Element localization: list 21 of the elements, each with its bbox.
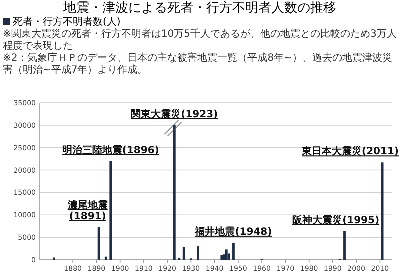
bar [197, 246, 200, 260]
bar [220, 255, 224, 260]
text: ※関東大震災の死者・行方不明者は10万5千人であるが、他の地震との比較のため3万人程度で表現した [2, 29, 398, 52]
legend-label: 死者・行方不明者数(人) [12, 17, 121, 28]
annotation: 関東大震災(1923) [131, 108, 218, 120]
bar [225, 250, 228, 260]
bar [344, 231, 346, 260]
bar [232, 242, 235, 260]
text: ※2：気象庁ＨＰのデータ、日本の主な被害地震一覧（平成8年~）、過去の地震津波災害（明治~平成7年）より作成。 [2, 53, 394, 77]
annotation: 東日本大震災(2011) [301, 146, 399, 158]
annotation: 福井地震(1948) [194, 226, 272, 238]
annotation: 明治三陸地震(1896) [62, 144, 160, 156]
annotation: 濃尾地震(1891) [66, 199, 108, 222]
bar [104, 256, 108, 260]
bar [381, 162, 384, 260]
bar [98, 227, 100, 260]
bar [110, 161, 112, 260]
bar [182, 246, 186, 260]
annotation: 阪神大震災(1995) [292, 214, 380, 226]
bar [173, 125, 176, 260]
chart-title: 地震・津波による死者・行方不明者人数の推移 [62, 0, 338, 16]
